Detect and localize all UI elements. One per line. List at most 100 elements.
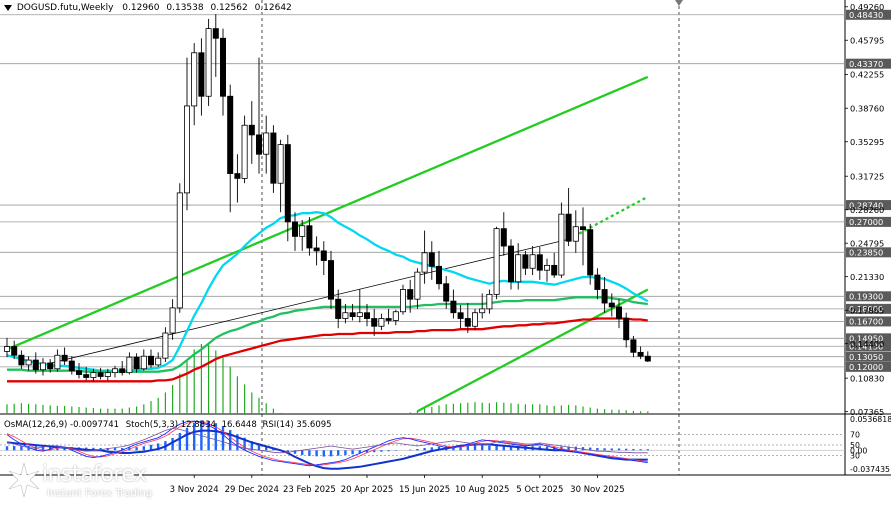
stoch-main-line xyxy=(6,420,648,467)
candle-body xyxy=(558,213,565,276)
level-label: 0.23850 xyxy=(849,248,883,258)
level-label: 0.28740 xyxy=(849,200,883,210)
candle-body xyxy=(623,318,630,341)
level-label: 0.14950 xyxy=(849,334,883,344)
level-label-bg xyxy=(846,351,891,362)
level-label: 0.16700 xyxy=(849,317,883,327)
candle-body xyxy=(378,318,385,327)
candle-body xyxy=(616,306,623,319)
candle-body xyxy=(198,52,205,97)
candle-body xyxy=(580,226,587,231)
candle-body xyxy=(263,132,270,155)
candle-body xyxy=(544,264,551,271)
candle-body xyxy=(227,95,234,174)
open-value: 0.12960 xyxy=(122,3,160,13)
y-tick-label: 0.45795 xyxy=(850,35,884,45)
y-tick-label: 0.31725 xyxy=(850,171,884,181)
candle-body xyxy=(399,289,406,313)
candle-body xyxy=(83,374,90,378)
candle-body xyxy=(601,289,608,304)
moving-average-line xyxy=(6,211,649,372)
candle-body xyxy=(371,318,378,327)
candle-body xyxy=(349,312,356,317)
level-label: 0.12000 xyxy=(849,362,883,372)
candle-body xyxy=(565,213,572,242)
level-label-bg xyxy=(846,58,891,69)
candle-body xyxy=(608,302,615,308)
low-value: 0.12562 xyxy=(210,3,248,13)
instaforex-logo xyxy=(8,462,40,498)
level-label-bg xyxy=(846,9,891,20)
candle-body xyxy=(40,362,47,371)
candle-body xyxy=(133,356,140,370)
indicator-header: OsMA(12,26,9) -0.0097741 Stoch(5,3,3) 12… xyxy=(4,420,332,430)
y-tick-label: 0.38760 xyxy=(850,103,884,113)
level-label-bg xyxy=(846,333,891,344)
level-label-bg xyxy=(846,303,891,314)
y-tick-label: 0.14400 xyxy=(850,339,884,349)
candle-body xyxy=(140,355,147,370)
candle-body xyxy=(4,346,10,352)
y-tick-label: 0.49260 xyxy=(850,2,884,12)
candle-body xyxy=(515,254,522,283)
trend-line xyxy=(6,75,649,351)
candle-body xyxy=(313,247,320,252)
y-tick-label: 0.42255 xyxy=(850,70,884,80)
candle-body xyxy=(320,250,327,261)
subwindow-label: 50 xyxy=(850,441,860,450)
candle-body xyxy=(443,283,450,302)
candle-body xyxy=(644,355,651,362)
x-tick-label: 10 Aug 2025 xyxy=(455,485,509,495)
dropdown-arrow-icon[interactable] xyxy=(4,4,12,11)
candle-body xyxy=(421,252,428,273)
candle-body xyxy=(572,226,579,242)
candle-body xyxy=(277,144,284,184)
osma-label: OsMA(12,26,9) -0.0097741 xyxy=(4,420,120,430)
candle-body xyxy=(435,265,442,285)
level-label-bg xyxy=(846,200,891,211)
trend-line xyxy=(568,195,649,241)
candle-body xyxy=(291,221,298,237)
candle-body xyxy=(493,228,500,295)
candle-body xyxy=(234,173,241,179)
candle-body xyxy=(500,228,507,247)
candle-body xyxy=(155,357,162,366)
candle-body xyxy=(342,312,349,319)
candle-body xyxy=(479,308,486,314)
level-label: 0.43370 xyxy=(849,59,883,69)
candle-body xyxy=(25,359,32,366)
candle-body xyxy=(147,355,154,366)
y-tick-label: 0.07365 xyxy=(850,407,884,417)
candle-body xyxy=(18,354,25,366)
candle-body xyxy=(407,289,414,300)
subwindow-label: 70 xyxy=(850,431,860,440)
candle-body xyxy=(587,229,594,276)
subwindow-label: 0.00 xyxy=(850,446,867,455)
y-tick-label: 0.28260 xyxy=(850,205,884,215)
x-tick-label: 20 Apr 2025 xyxy=(341,485,394,495)
candle-body xyxy=(551,264,558,276)
candle-body xyxy=(522,254,529,269)
candle-body xyxy=(392,311,399,321)
subwindow-label: 30 xyxy=(850,451,860,460)
level-label: 0.19300 xyxy=(849,292,883,302)
candle-body xyxy=(414,271,421,300)
candle-body xyxy=(486,293,493,310)
candle-body xyxy=(169,307,176,334)
candle-body xyxy=(471,312,478,327)
y-tick-label: 0.24795 xyxy=(850,238,884,248)
logo-mark-icon xyxy=(8,462,40,498)
y-tick-label: 0.10830 xyxy=(850,373,884,383)
candle-body xyxy=(536,254,543,271)
x-tick-label: 29 Dec 2024 xyxy=(225,485,279,495)
subwindow-label: -0.037435 xyxy=(850,465,890,474)
candle-body xyxy=(176,192,183,309)
stoch-signal-line xyxy=(6,421,648,466)
symbol-label: DOGUSD.futu,Weekly xyxy=(16,3,114,13)
candle-body xyxy=(327,260,334,300)
high-value: 0.13538 xyxy=(166,3,204,13)
stoch-signal-label: 16.6448 xyxy=(221,420,257,430)
x-tick-label: 3 Nov 2024 xyxy=(170,485,219,495)
candle-body xyxy=(464,318,471,327)
